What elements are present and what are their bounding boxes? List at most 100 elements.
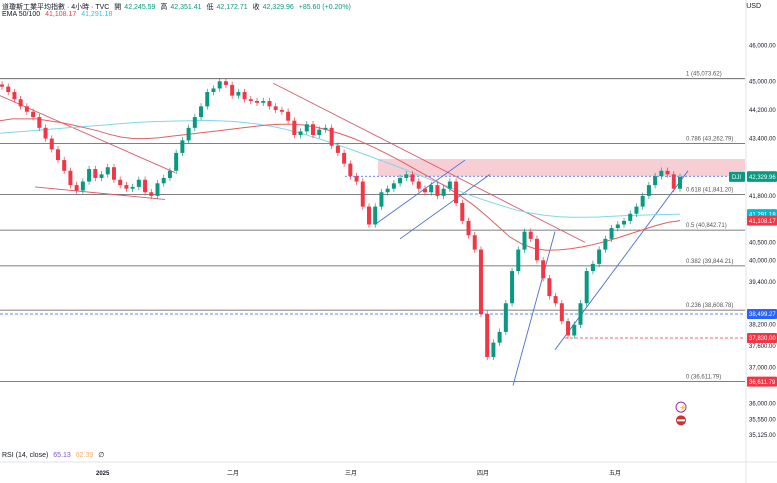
y-tick-label: 46,000.00 (749, 44, 776, 50)
ema-lines (0, 118, 681, 251)
candle-body (49, 138, 54, 150)
symbol-title[interactable]: 道瓊斯工業平均指數 · 4小時 · TVC (2, 4, 110, 11)
candle-body (640, 195, 645, 207)
rebound-line-steep (512, 231, 556, 386)
candle-body (12, 92, 17, 100)
candle-body (491, 342, 496, 357)
candle-body (572, 324, 577, 336)
price-tag-label: 41,291.18 (749, 212, 776, 218)
ticker-tag-label: DJI (732, 175, 741, 181)
candle-body (329, 127, 334, 146)
change-value: +85.60 (+0.20%) (298, 4, 351, 11)
rebound-line-support (554, 170, 689, 351)
candle-body (124, 185, 129, 189)
candle-body (31, 111, 36, 118)
y-tick-label: 44,200.00 (749, 108, 776, 114)
close-value: 42,329.96 (262, 4, 294, 11)
candle-body (87, 169, 92, 182)
close-label: 收 (252, 4, 260, 11)
candle-body (510, 271, 515, 304)
low-label: 低 (206, 4, 214, 11)
fib-level-label: 0.618 (41,841.20) (686, 187, 733, 193)
candle-body (366, 206, 371, 225)
candle-body (497, 331, 502, 343)
fib-level-label: 0.5 (40,842.71) (686, 223, 727, 229)
candle-body (373, 206, 378, 225)
symbol-header: 道瓊斯工業平均指數 · 4小時 · TVC 開 42,245.59 高 42,351… (2, 2, 354, 12)
candle-body (603, 238, 608, 250)
fibonacci-retracement: 1 (45,073.62) 0.786 (43,262.79) 0.618 (41,… (0, 72, 745, 382)
lightning-icon (675, 401, 687, 413)
candle-body (199, 106, 204, 118)
candle-body (348, 163, 353, 177)
candle-body (447, 181, 452, 189)
candle-body (416, 181, 421, 189)
rsi-value-2: 62.39 (75, 452, 94, 459)
price-tag (747, 376, 777, 387)
candle-body (286, 111, 291, 121)
candle-body (628, 213, 633, 221)
rising-channel-top (374, 159, 466, 225)
y-tick-label: 45,000.00 (749, 79, 776, 85)
candle-body (460, 203, 465, 221)
rsi-value-3: ∅ (98, 452, 105, 459)
price-tag-label: 38,499.27 (749, 312, 776, 318)
us-flag-stripe (677, 419, 685, 422)
candle-body (136, 179, 141, 187)
ema-legend[interactable]: EMA 50/100 41,108.17 41,291.18 (2, 11, 115, 18)
candle-body (279, 109, 284, 112)
candle-body (379, 192, 384, 207)
candle-body (622, 220, 627, 225)
rising-channel-bottom (399, 174, 491, 240)
y-tick-label: 37,600.00 (749, 344, 776, 350)
candle-body (74, 185, 79, 191)
fib-level-label: 0 (36,611.79) (686, 375, 721, 381)
candle-body (192, 117, 197, 128)
candle-body (335, 145, 340, 153)
candle-body (155, 183, 160, 196)
fib-level-label: 0.382 (39,844.21) (686, 259, 733, 265)
candle-body (653, 176, 658, 186)
x-tick-label: 四月 (477, 470, 489, 477)
candle-body (0, 84, 4, 87)
lightning-icon-glyph: ⚡ (679, 403, 686, 411)
ticker-tag (729, 171, 745, 182)
candle-body (422, 188, 427, 193)
candle-body (398, 177, 403, 184)
price-tag (747, 332, 777, 343)
ema100-value: 41,291.18 (81, 11, 113, 18)
candle-body (485, 314, 490, 357)
descending-channel-bottom (34, 186, 166, 200)
candle-body (522, 231, 527, 250)
price-tag-label: 36,611.79 (749, 380, 776, 386)
rsi-legend[interactable]: RSI (14, close) 65.13 62.39 ∅ (2, 451, 107, 459)
candle-body (43, 127, 48, 139)
candle-body (609, 228, 614, 239)
y-tick-label: 43,400.00 (749, 137, 776, 143)
ema100-line (0, 119, 681, 218)
time-axis: 2025 二月 三月 四月 五月 (0, 461, 777, 477)
y-tick-label: 35,125.00 (749, 433, 776, 439)
rsi-value-1: 65.13 (53, 452, 71, 459)
candle-body (503, 303, 508, 332)
candle-body (161, 177, 166, 184)
y-tick-label: 39,400.00 (749, 280, 776, 286)
high-value: 42,351.41 (170, 4, 202, 11)
candle-body (342, 152, 347, 164)
candle-body (634, 206, 639, 214)
candle-body (534, 238, 539, 261)
major-resistance-trendline (272, 82, 586, 243)
candle-body (24, 106, 29, 112)
candle-body (55, 149, 60, 161)
currency-label[interactable]: USD (746, 3, 761, 10)
candle-body (584, 271, 589, 304)
candle-body (68, 170, 73, 186)
candle-body (597, 249, 602, 264)
candle-body (217, 81, 222, 89)
candle-body (6, 86, 11, 93)
candle-body (105, 167, 110, 175)
y-tick-label: 40,000.00 (749, 258, 776, 264)
candle-body (671, 174, 676, 189)
